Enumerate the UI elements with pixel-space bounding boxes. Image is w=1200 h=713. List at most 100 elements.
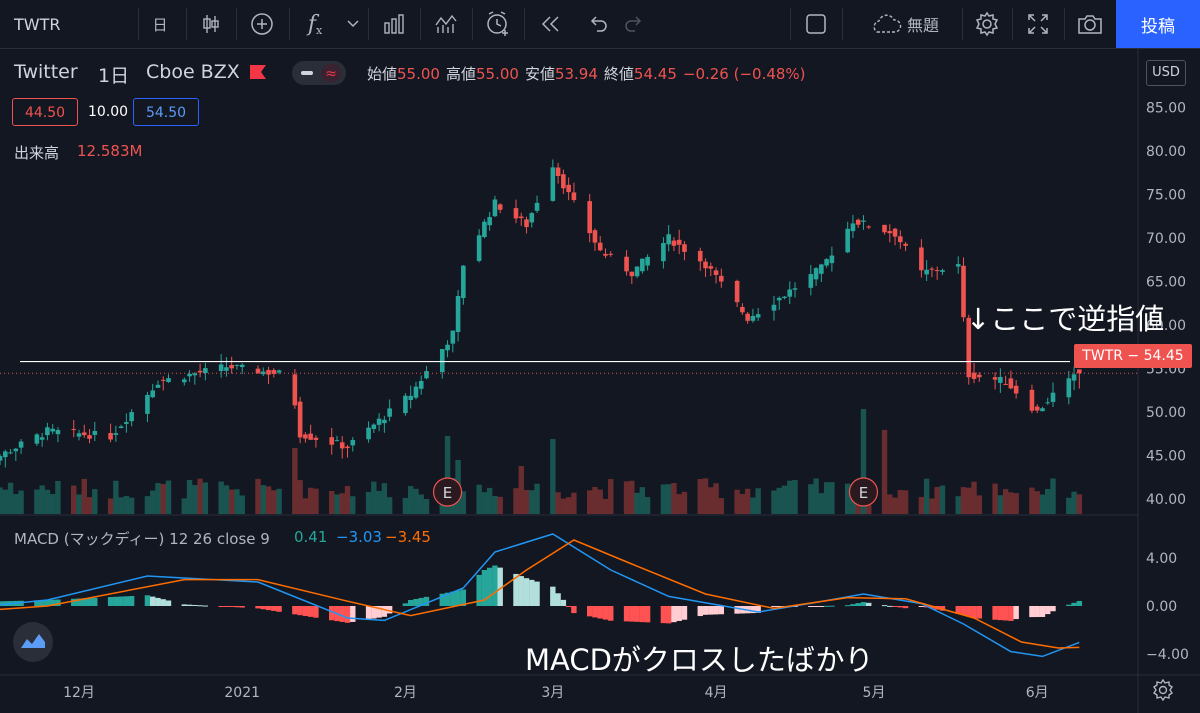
candle-body <box>487 217 492 226</box>
visibility-toggle[interactable]: ≈ <box>292 60 346 86</box>
candle-body <box>992 377 998 380</box>
candle-body <box>713 270 719 275</box>
macd-histogram-bar <box>476 574 482 606</box>
symbol-search-button[interactable]: TWTR <box>0 0 138 48</box>
candle-body <box>1050 392 1056 402</box>
gear-icon[interactable] <box>1151 678 1175 702</box>
layout-name-button[interactable]: 無題 <box>850 0 958 48</box>
alert-clock-icon[interactable] <box>478 0 518 48</box>
macd-histogram-bar <box>844 605 851 607</box>
macd-histogram-bar <box>81 598 87 606</box>
candle-body <box>740 306 745 313</box>
macd-histogram-bar <box>444 592 451 606</box>
candle-body <box>824 259 829 266</box>
macd-histogram-bar <box>860 602 867 606</box>
volume-bar <box>460 491 467 514</box>
macd-histogram-bar <box>644 606 651 623</box>
volume-bar <box>118 497 124 514</box>
spread-value: 10.00 <box>88 104 129 120</box>
currency-button[interactable]: USD <box>1146 60 1186 86</box>
replay-icon[interactable] <box>530 0 570 48</box>
candle-body <box>339 442 345 449</box>
volume-bar <box>223 485 230 514</box>
macd-histogram-bar <box>676 606 682 621</box>
macd-histogram-bar <box>665 606 672 624</box>
volume-bar <box>381 483 388 514</box>
volume-bar <box>413 488 419 514</box>
volume-bar <box>376 490 382 514</box>
post-button[interactable]: 投稿 <box>1116 0 1200 48</box>
candle-body <box>345 446 350 449</box>
volume-bar <box>818 493 825 514</box>
volume-bar <box>697 479 703 514</box>
add-indicator-icon[interactable] <box>242 0 282 48</box>
candle-body <box>55 429 61 435</box>
macd-histogram-bar <box>0 601 3 606</box>
candle-body <box>276 370 282 373</box>
fullscreen-icon[interactable] <box>1016 0 1060 48</box>
macd-histogram-bar <box>750 606 756 614</box>
ask-button[interactable]: 54.50 <box>133 98 199 126</box>
macd-histogram-bar <box>1008 606 1014 621</box>
macd-histogram-bar <box>850 604 856 606</box>
stop-annotation: ↓ここで逆指値 <box>966 302 1165 336</box>
gear-icon[interactable] <box>966 0 1008 48</box>
candle-body <box>413 386 419 398</box>
tradingview-logo-icon[interactable] <box>12 621 54 663</box>
toolbar-divider <box>289 8 290 40</box>
volume-bar <box>923 478 930 514</box>
volume-bar <box>181 498 187 514</box>
macd-histogram-bar <box>144 595 151 606</box>
bar-style-icon[interactable] <box>374 0 414 48</box>
candle-body <box>861 220 866 222</box>
volume-bar <box>823 482 830 514</box>
candle-body <box>808 274 814 288</box>
macd-histogram-bar <box>418 597 424 606</box>
layout-square-icon[interactable] <box>796 0 836 48</box>
bid-button[interactable]: 44.50 <box>12 98 78 126</box>
volume-value: 12.583M <box>77 142 143 160</box>
candle-body <box>71 429 77 431</box>
macd-histogram-bar <box>307 606 314 617</box>
macd-histogram-bar <box>439 593 445 606</box>
candle-body <box>1045 402 1051 404</box>
macd-histogram-bar <box>518 576 524 606</box>
volume-bar <box>49 494 56 514</box>
price-tick-label: 60.00 <box>1146 318 1186 334</box>
redo-icon[interactable] <box>616 0 652 48</box>
macd-histogram-bar <box>755 606 761 613</box>
candles-icon[interactable] <box>192 0 230 48</box>
candle-body <box>18 441 24 448</box>
macd-histogram-bar <box>639 606 646 623</box>
candle-body <box>587 201 592 234</box>
interval-button[interactable]: 日 <box>140 0 180 48</box>
volume-bar <box>7 482 14 514</box>
macd-histogram-bar <box>881 605 888 607</box>
volume-bar <box>565 497 572 514</box>
flag-icon[interactable] <box>249 64 267 80</box>
candle-body <box>197 370 203 373</box>
candle-body <box>297 401 303 438</box>
macd-histogram-bar <box>550 586 556 606</box>
macd-histogram-bar <box>939 606 946 611</box>
undo-icon[interactable] <box>580 0 616 48</box>
candle-body <box>39 437 45 440</box>
candle-body <box>1008 378 1014 389</box>
macd-histogram-bar <box>265 606 272 611</box>
volume-bar <box>960 487 967 514</box>
volume-bar <box>776 487 782 514</box>
volume-bar <box>329 490 335 514</box>
volume-bar <box>660 484 667 514</box>
candle-body <box>1034 406 1040 411</box>
macd-histogram-bar <box>971 606 977 619</box>
macd-tick-label: 0.00 <box>1146 599 1177 615</box>
chevron-down-icon[interactable] <box>340 0 366 48</box>
macd-histogram-bar <box>255 606 261 609</box>
camera-icon[interactable] <box>1068 0 1112 48</box>
volume-bar <box>86 497 93 514</box>
template-icon[interactable] <box>426 0 466 48</box>
volume-bar <box>197 478 203 514</box>
